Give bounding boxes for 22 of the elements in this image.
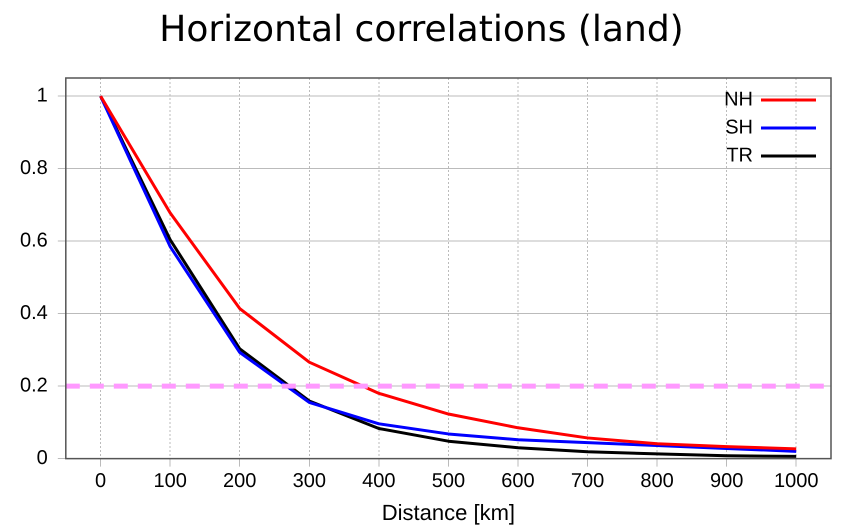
x-tick-label: 100: [153, 470, 187, 492]
x-tick-label: 0: [95, 470, 106, 492]
x-tick-label: 500: [432, 470, 466, 492]
y-tick-label: 0.6: [20, 230, 48, 252]
legend-label: NH: [724, 88, 753, 111]
y-tick-label: 0.2: [20, 374, 48, 397]
x-tick-label: 700: [570, 470, 604, 492]
x-tick-label: 200: [223, 470, 256, 492]
y-tick-label: 0.8: [20, 157, 48, 180]
x-tick-label: 600: [501, 470, 535, 492]
legend-label: TR: [726, 144, 753, 167]
y-tick-label: 0: [36, 447, 48, 470]
x-tick-label: 900: [710, 470, 744, 492]
y-tick-label: 1: [36, 84, 48, 107]
x-tick-label: 400: [362, 470, 396, 492]
x-axis-title: Distance [km]: [382, 500, 516, 525]
y-tick-label: 0.4: [20, 302, 48, 324]
chart-title: Horizontal correlations (land): [158, 8, 685, 52]
x-tick-label: 800: [640, 470, 674, 492]
legend-label: SH: [725, 116, 753, 139]
x-tick-label: 1000: [774, 470, 818, 492]
x-tick-label: 300: [292, 470, 326, 492]
